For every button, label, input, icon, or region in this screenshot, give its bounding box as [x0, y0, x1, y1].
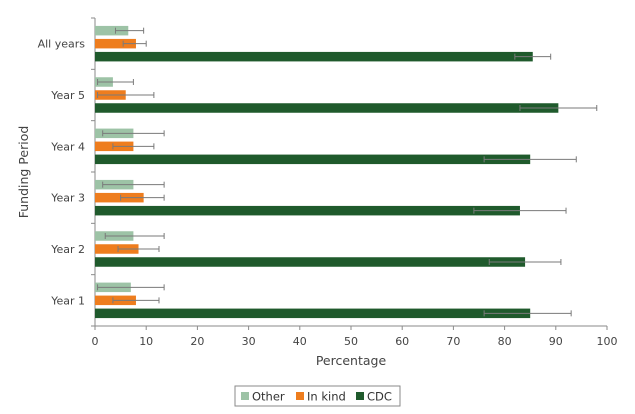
- y-tick-label-year-4: Year 4: [50, 140, 85, 153]
- y-tick-label-year-3: Year 3: [50, 192, 85, 205]
- bar-cdc-year-3: [95, 205, 520, 216]
- chart-bars: [95, 25, 559, 319]
- bar-cdc-year-1: [95, 308, 531, 319]
- x-tick-label: 10: [139, 335, 153, 348]
- x-axis-title: Percentage: [316, 353, 387, 368]
- y-axis-title: Funding Period: [16, 126, 31, 219]
- bar-in-kind-year-3: [95, 192, 144, 203]
- legend-label-in-kind: In kind: [307, 390, 346, 404]
- y-tick-label-year-2: Year 2: [50, 243, 85, 256]
- y-tick-label-all-years: All years: [38, 38, 86, 51]
- legend-swatch-other: [241, 392, 249, 400]
- legend-label-other: Other: [252, 390, 285, 404]
- bar-cdc-year-2: [95, 257, 526, 267]
- x-tick-label: 50: [344, 335, 358, 348]
- bar-other-all-years: [95, 25, 129, 36]
- x-tick-label: 0: [92, 335, 99, 348]
- bar-in-kind-all-years: [95, 38, 136, 49]
- chart-legend: Other In kind CDC: [234, 385, 401, 407]
- x-tick-label: 90: [549, 335, 563, 348]
- bar-cdc-year-4: [95, 154, 531, 165]
- y-tick-label-year-5: Year 5: [50, 89, 85, 102]
- x-tick-label: 80: [498, 335, 512, 348]
- chart-axes: [91, 17, 608, 330]
- chart-tick-labels: 0 10 20 30 40 50 60 70 80 90 100 All years Year 5 Yea…: [38, 38, 618, 348]
- legend-swatch-cdc: [356, 392, 364, 400]
- bar-in-kind-year-2: [95, 244, 139, 254]
- legend-box: [234, 385, 401, 407]
- legend-swatch-in-kind: [296, 392, 304, 400]
- y-tick-label-year-1: Year 1: [50, 294, 85, 307]
- x-tick-label: 20: [190, 335, 204, 348]
- bar-cdc-year-5: [95, 103, 559, 113]
- legend-label-cdc: CDC: [367, 390, 392, 404]
- x-tick-label: 40: [293, 335, 307, 348]
- x-tick-label: 60: [395, 335, 409, 348]
- x-tick-label: 100: [597, 335, 618, 348]
- x-tick-label: 30: [242, 335, 256, 348]
- bar-cdc-all-years: [95, 51, 533, 62]
- x-tick-label: 70: [446, 335, 460, 348]
- chart-error-bars: [97, 27, 598, 317]
